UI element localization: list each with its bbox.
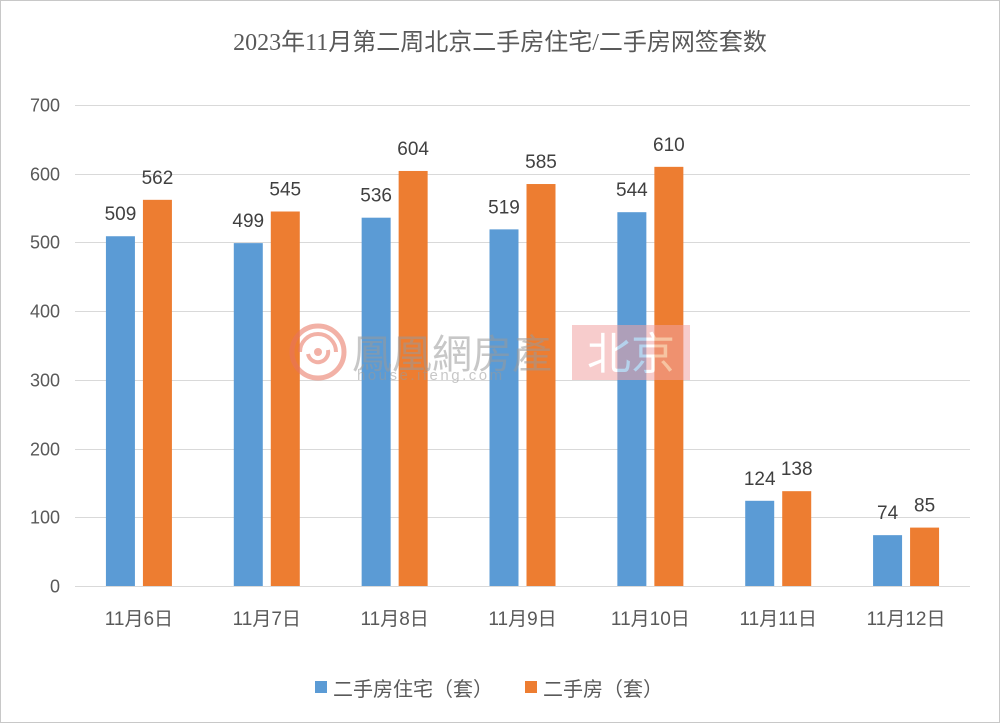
x-tick-label-day-5: 11月10日 xyxy=(611,609,690,630)
x-tick-label-day-7: 11月12日 xyxy=(867,609,946,630)
legend-label-residential: 二手房住宅（套） xyxy=(333,678,493,701)
legend-label-secondhand: 二手房（套） xyxy=(543,678,663,701)
bar-secondhand-day-6 xyxy=(782,491,812,586)
data-label-secondhand-day-3: 604 xyxy=(397,139,429,160)
gridlines xyxy=(75,105,970,587)
chart-title: 2023年11月第二周北京二手房住宅/二手房网签套数 xyxy=(233,29,767,56)
bar-secondhand-day-2 xyxy=(270,211,300,586)
x-tick-label-day-2: 11月7日 xyxy=(233,609,301,630)
ifeng-logo-icon xyxy=(289,323,347,381)
bar-residential-day-6 xyxy=(745,500,775,586)
watermark-city-box xyxy=(572,325,690,380)
legend: 二手房住宅（套） 二手房（套） xyxy=(315,678,663,701)
data-label-residential-day-7: 74 xyxy=(877,503,899,524)
watermark-city: 北京 xyxy=(587,330,675,379)
bar-residential-day-3 xyxy=(361,217,391,587)
y-tick-label-600: 600 xyxy=(30,165,60,185)
data-label-secondhand-day-5: 610 xyxy=(653,135,685,156)
y-tick-label-200: 200 xyxy=(30,440,60,460)
watermark-url: house.ifeng.com xyxy=(357,367,505,384)
y-tick-label-100: 100 xyxy=(30,508,60,528)
x-tick-label-day-6: 11月11日 xyxy=(739,609,816,630)
bar-secondhand-day-1 xyxy=(142,199,172,586)
bars xyxy=(105,166,940,587)
data-label-secondhand-day-1: 562 xyxy=(142,168,174,189)
y-tick-label-400: 400 xyxy=(30,302,60,322)
bar-secondhand-day-7 xyxy=(910,527,940,586)
x-tick-label-day-3: 11月8日 xyxy=(360,609,428,630)
data-label-residential-day-2: 499 xyxy=(232,211,264,232)
data-label-residential-day-4: 519 xyxy=(488,197,520,218)
y-tick-label-500: 500 xyxy=(30,233,60,253)
bar-residential-day-4 xyxy=(489,229,519,586)
data-label-secondhand-day-4: 585 xyxy=(525,152,557,173)
x-tick-label-day-1: 11月6日 xyxy=(105,609,173,630)
data-label-secondhand-day-2: 545 xyxy=(269,180,301,201)
bar-residential-day-7 xyxy=(873,535,903,586)
bar-secondhand-day-4 xyxy=(526,184,556,586)
watermark: 鳳凰網房產 house.ifeng.com 北京 xyxy=(289,323,690,384)
data-label-residential-day-5: 544 xyxy=(616,180,648,201)
data-label-residential-day-3: 536 xyxy=(360,186,392,207)
legend-swatch-secondhand xyxy=(525,681,537,693)
bar-residential-day-1 xyxy=(105,236,135,586)
data-label-secondhand-day-6: 138 xyxy=(781,459,813,480)
y-tick-label-300: 300 xyxy=(30,371,60,391)
bar-residential-day-2 xyxy=(233,243,263,586)
y-tick-label-700: 700 xyxy=(30,96,60,116)
axis-labels: 0 100 200 300 400 500 600 700 11月6日 11月7日 11月8日 11月… xyxy=(30,96,946,631)
data-label-residential-day-6: 124 xyxy=(744,469,776,490)
x-tick-label-day-4: 11月9日 xyxy=(488,609,556,630)
data-label-residential-day-1: 509 xyxy=(105,204,137,225)
legend-swatch-residential xyxy=(315,681,327,693)
y-tick-label-0: 0 xyxy=(50,577,60,597)
data-label-secondhand-day-7: 85 xyxy=(914,496,935,517)
bar-residential-day-5 xyxy=(617,212,647,587)
watermark-brand: 鳳凰網房產 xyxy=(352,332,552,377)
bar-secondhand-day-3 xyxy=(398,170,428,587)
